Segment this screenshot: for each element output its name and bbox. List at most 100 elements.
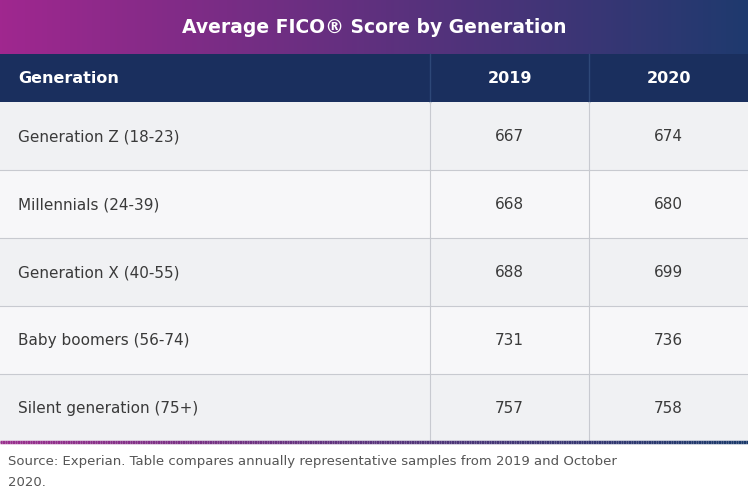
Bar xyxy=(419,0,421,55)
Bar xyxy=(726,0,728,55)
Bar xyxy=(28,0,30,55)
Bar xyxy=(0,306,748,374)
Bar xyxy=(319,0,322,55)
Text: 674: 674 xyxy=(654,129,683,144)
Bar xyxy=(649,0,651,55)
Bar xyxy=(99,0,102,55)
Bar xyxy=(606,0,608,55)
Text: Baby boomers (56-74): Baby boomers (56-74) xyxy=(18,333,189,348)
Bar xyxy=(344,0,346,55)
Bar xyxy=(215,0,217,55)
Bar xyxy=(30,0,32,55)
Bar xyxy=(167,0,170,55)
Bar xyxy=(252,0,254,55)
Bar xyxy=(189,0,192,55)
Bar xyxy=(743,0,746,55)
Bar xyxy=(646,0,649,55)
Bar xyxy=(581,0,583,55)
Bar xyxy=(675,0,678,55)
Bar xyxy=(52,0,55,55)
Bar xyxy=(476,0,479,55)
Bar xyxy=(481,0,484,55)
Bar xyxy=(339,0,342,55)
Bar xyxy=(524,0,526,55)
Bar xyxy=(20,0,22,55)
Bar xyxy=(95,0,97,55)
Bar xyxy=(660,0,663,55)
Bar xyxy=(122,0,125,55)
Bar xyxy=(222,0,224,55)
Bar xyxy=(0,239,748,306)
Bar xyxy=(70,0,73,55)
Bar xyxy=(623,0,626,55)
Bar xyxy=(22,0,25,55)
Bar xyxy=(312,0,314,55)
Bar xyxy=(50,0,52,55)
Bar xyxy=(462,0,464,55)
Bar xyxy=(159,0,162,55)
Bar xyxy=(329,0,331,55)
Bar xyxy=(394,0,396,55)
Bar xyxy=(227,0,230,55)
Bar xyxy=(728,0,731,55)
Bar xyxy=(247,0,249,55)
Bar xyxy=(608,0,611,55)
Bar xyxy=(90,0,92,55)
Bar xyxy=(544,0,546,55)
Bar xyxy=(97,0,99,55)
Bar xyxy=(439,0,441,55)
Bar xyxy=(521,0,524,55)
Bar xyxy=(698,0,701,55)
Bar xyxy=(526,0,529,55)
Bar xyxy=(369,0,372,55)
Bar xyxy=(494,0,496,55)
Bar xyxy=(165,0,167,55)
Bar xyxy=(506,0,509,55)
Bar xyxy=(641,0,643,55)
Bar xyxy=(185,0,187,55)
Bar xyxy=(471,0,473,55)
Bar xyxy=(571,0,574,55)
Bar xyxy=(144,0,147,55)
Bar xyxy=(511,0,514,55)
Bar xyxy=(705,0,708,55)
Bar xyxy=(152,0,155,55)
Bar xyxy=(668,0,671,55)
Bar xyxy=(596,0,598,55)
Bar xyxy=(501,0,503,55)
Bar xyxy=(409,0,411,55)
Bar xyxy=(331,0,334,55)
Bar xyxy=(432,0,434,55)
Bar xyxy=(731,0,733,55)
Bar xyxy=(279,0,282,55)
Bar xyxy=(636,0,638,55)
Text: Average FICO® Score by Generation: Average FICO® Score by Generation xyxy=(182,18,566,37)
Text: 731: 731 xyxy=(495,333,524,348)
Bar xyxy=(129,0,132,55)
Bar xyxy=(718,0,720,55)
Bar xyxy=(681,0,683,55)
Bar xyxy=(411,0,414,55)
Bar xyxy=(92,0,95,55)
Bar xyxy=(447,0,449,55)
Bar xyxy=(454,0,456,55)
Bar xyxy=(257,0,260,55)
Bar xyxy=(638,0,641,55)
Bar xyxy=(272,0,275,55)
Bar xyxy=(0,103,748,171)
Bar xyxy=(441,0,444,55)
Bar xyxy=(364,0,367,55)
Text: Millennials (24-39): Millennials (24-39) xyxy=(18,197,159,212)
Bar xyxy=(563,0,566,55)
Bar xyxy=(499,0,501,55)
Bar xyxy=(591,0,593,55)
Bar xyxy=(451,0,454,55)
Bar xyxy=(267,0,269,55)
Bar xyxy=(589,0,591,55)
Bar xyxy=(219,0,222,55)
Bar xyxy=(337,0,339,55)
Bar xyxy=(611,0,613,55)
Bar xyxy=(17,0,20,55)
Bar xyxy=(120,0,122,55)
Bar xyxy=(621,0,623,55)
